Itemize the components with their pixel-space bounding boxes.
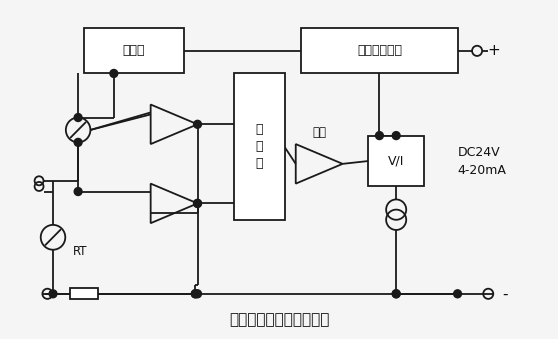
Text: V/I: V/I <box>388 155 405 167</box>
Circle shape <box>191 290 199 298</box>
Circle shape <box>110 69 118 77</box>
Bar <box>84 28 184 74</box>
Text: 线
性
化: 线 性 化 <box>256 123 263 171</box>
Circle shape <box>194 290 201 298</box>
Bar <box>301 28 458 74</box>
Circle shape <box>376 132 383 140</box>
Text: 反接限流保护: 反接限流保护 <box>357 44 402 57</box>
Circle shape <box>392 290 400 298</box>
Circle shape <box>74 138 82 146</box>
Text: 热电阻温度变送器原理图: 热电阻温度变送器原理图 <box>229 312 329 327</box>
Circle shape <box>392 290 400 298</box>
Bar <box>70 288 98 299</box>
Bar <box>234 74 285 220</box>
Text: 放大: 放大 <box>312 126 326 139</box>
Text: 基准源: 基准源 <box>123 44 145 57</box>
Circle shape <box>454 290 461 298</box>
Text: +: + <box>488 43 500 58</box>
Circle shape <box>74 187 82 196</box>
Circle shape <box>194 199 201 207</box>
Circle shape <box>194 199 201 207</box>
Text: DC24V
4-20mA: DC24V 4-20mA <box>458 145 507 177</box>
Circle shape <box>74 114 82 121</box>
Bar <box>368 136 424 186</box>
Text: RT: RT <box>73 245 87 258</box>
Text: -: - <box>502 286 508 301</box>
Circle shape <box>392 132 400 140</box>
Circle shape <box>191 290 199 298</box>
Circle shape <box>49 290 57 298</box>
Circle shape <box>194 120 201 128</box>
